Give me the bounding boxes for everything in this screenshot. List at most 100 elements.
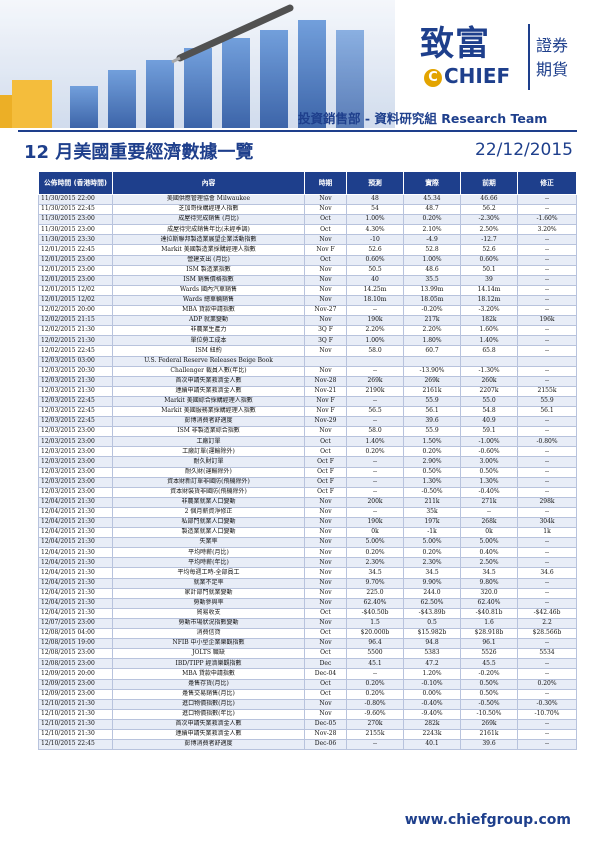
table-row: 11/30/2015 22:45 芝加哥採購經理人指數 Nov 54 48.7 56.2-… xyxy=(38,204,577,216)
table-row: 12/02/2015 20:00 MBA 貸款申請指數 Nov-27 -- -0.20%… xyxy=(38,305,577,317)
cell-revised: -- xyxy=(517,254,577,266)
logo-c-icon: C xyxy=(424,69,442,87)
cell-forecast: -- xyxy=(346,668,404,680)
cell-forecast: 1.5 xyxy=(346,617,404,630)
cell-previous xyxy=(460,355,518,367)
cell-time: 12/01/2015 12/02 xyxy=(38,284,113,296)
table-row: 12/04/2015 21:30 2 個月薪資淨修正 Nov -- 35k -- -- xyxy=(38,506,577,519)
cell-actual: -0.10% xyxy=(403,678,461,690)
cell-period: Oct F xyxy=(304,456,347,468)
cell-forecast: 34.5 xyxy=(346,567,404,579)
cell-period: Nov xyxy=(304,426,347,438)
cell-actual: 197k xyxy=(403,516,461,529)
department-label: 投資銷售部 - 資料研究組 Research Team xyxy=(298,111,548,126)
cell-forecast: -- xyxy=(346,365,404,377)
cell-actual: 60.7 xyxy=(403,345,461,357)
cell-forecast: -0.80% xyxy=(346,698,404,710)
cell-period: Nov xyxy=(304,547,347,559)
cell-time: 12/04/2015 21:30 xyxy=(38,537,113,549)
cell-time: 12/02/2015 21:15 xyxy=(38,315,113,327)
cell-actual: -0.20% xyxy=(403,305,461,317)
cell-time: 12/03/2015 23:00 xyxy=(38,476,113,488)
table-row: 12/10/2015 21:30 連續申請失業救濟金人數 Nov-28 2155k 22… xyxy=(38,728,577,741)
table-row: 12/03/2015 23:00 耐久財訂單 Oct F -- 2.90% 3.00% -- xyxy=(38,456,577,468)
col-header-revised: 修正 xyxy=(517,171,577,195)
cell-actual: 35k xyxy=(403,506,461,519)
cell-period: Oct xyxy=(304,678,347,690)
cell-actual: 217k xyxy=(403,315,461,327)
cell-revised: -- xyxy=(517,658,577,670)
cell-actual: 48.7 xyxy=(403,204,461,216)
cell-period: Oct xyxy=(304,648,347,660)
table-row: 12/02/2015 21:30 非農業生產力 3Q F 2.20% 2.20% 1.60… xyxy=(38,325,577,337)
cell-time: 12/04/2015 21:30 xyxy=(38,567,113,579)
table-row: 12/04/2015 21:30 製造業就業人口變動 Nov 0k -1k 0k 1k xyxy=(38,527,577,539)
table-row: 12/08/2015 04:00 消費信貸 Oct $20.000b $15.982b $… xyxy=(38,628,577,640)
cell-time: 12/10/2015 21:30 xyxy=(38,708,113,720)
cell-period: Oct xyxy=(304,436,347,448)
table-row: 12/03/2015 23:00 工廠訂單 Oct 1.40% 1.50% -1.00% -… xyxy=(38,436,577,448)
cell-revised: 3.20% xyxy=(517,224,577,236)
cell-revised: -- xyxy=(517,537,577,549)
cell-content: 失業率 xyxy=(112,537,305,549)
cell-actual: 45.34 xyxy=(403,193,461,206)
cell-forecast: -- xyxy=(346,456,404,468)
cell-period: Nov xyxy=(304,264,347,276)
cell-previous: 269k xyxy=(460,718,518,730)
cell-period: Nov F xyxy=(304,405,347,418)
cell-period: Nov xyxy=(304,537,347,549)
cell-previous: 55.0 xyxy=(460,395,518,407)
cell-actual: 9.90% xyxy=(403,577,461,589)
table-row: 11/30/2015 23:30 達拉斯聯邦製造業展望企業活動指數 Nov -10 -4… xyxy=(38,234,577,246)
cell-time: 12/03/2015 23:00 xyxy=(38,446,113,458)
cell-period: Nov xyxy=(304,597,347,609)
cell-forecast: 5.00% xyxy=(346,537,404,549)
cell-actual: 56.1 xyxy=(403,405,461,418)
website-link[interactable]: www.chiefgroup.com xyxy=(404,812,571,828)
cell-forecast: 0k xyxy=(346,527,404,539)
cell-forecast: -- xyxy=(346,416,404,428)
cell-time: 12/09/2015 20:00 xyxy=(38,668,113,680)
cell-time: 12/04/2015 21:30 xyxy=(38,577,113,589)
cell-previous: 2.50% xyxy=(460,557,518,569)
cell-previous: 52.6 xyxy=(460,244,518,256)
cell-forecast: 2.30% xyxy=(346,557,404,569)
cell-time: 12/08/2015 19:00 xyxy=(38,638,113,650)
cell-actual: 1.50% xyxy=(403,436,461,448)
table-row: 12/03/2015 22:45 彭博消費者舒適度 Nov-29 -- 39.6 40.9… xyxy=(38,416,577,428)
table-row: 12/09/2015 20:00 MBA 貸款申請指數 Dec-04 -- 1.20% -… xyxy=(38,668,577,680)
cell-forecast: 2190k xyxy=(346,385,404,397)
cell-time: 12/03/2015 23:00 xyxy=(38,436,113,448)
cell-period: Nov xyxy=(304,708,347,720)
cell-actual: 1.80% xyxy=(403,335,461,347)
cell-period: Dec-04 xyxy=(304,668,347,680)
cell-content: 躉售交易銷售(月比) xyxy=(112,688,305,700)
cell-previous: 39 xyxy=(460,274,518,286)
cell-previous: -0.60% xyxy=(460,446,518,458)
cell-time: 12/03/2015 23:00 xyxy=(38,456,113,468)
table-row: 12/03/2015 21:30 連續申請失業救濟金人數 Nov-21 2190k 21… xyxy=(38,385,577,397)
cell-content: 工廠訂單 xyxy=(112,436,305,448)
cell-content: 非農業生產力 xyxy=(112,325,305,337)
cell-forecast: -- xyxy=(346,739,404,751)
cell-content: 資本財裝貨非國防(飛機除外) xyxy=(112,486,305,498)
cell-previous: 54.8 xyxy=(460,405,518,418)
cell-content: 達拉斯聯邦製造業展望企業活動指數 xyxy=(112,234,305,246)
cell-period: Nov xyxy=(304,557,347,569)
cell-content: 就業不足率 xyxy=(112,577,305,589)
cell-content: ISM 銷售價格指數 xyxy=(112,274,305,286)
cell-previous: -$40.81b xyxy=(460,607,518,619)
cell-actual: 282k xyxy=(403,718,461,730)
col-header-actual: 實際 xyxy=(403,171,461,195)
cell-time: 12/04/2015 21:30 xyxy=(38,516,113,529)
cell-forecast: 62.40% xyxy=(346,597,404,609)
cell-revised: -- xyxy=(517,728,577,741)
cell-period: Nov xyxy=(304,567,347,579)
cell-previous: 0.50% xyxy=(460,466,518,478)
cell-forecast: $20.000b xyxy=(346,628,404,640)
table-row: 12/03/2015 22:45 Markit 美國綜合採購經理人指數 Nov F-… xyxy=(38,395,577,407)
cell-revised: -- xyxy=(517,365,577,377)
cell-forecast: -9.60% xyxy=(346,708,404,720)
cell-revised: 56.1 xyxy=(517,405,577,418)
cell-previous: 1.6 xyxy=(460,617,518,630)
